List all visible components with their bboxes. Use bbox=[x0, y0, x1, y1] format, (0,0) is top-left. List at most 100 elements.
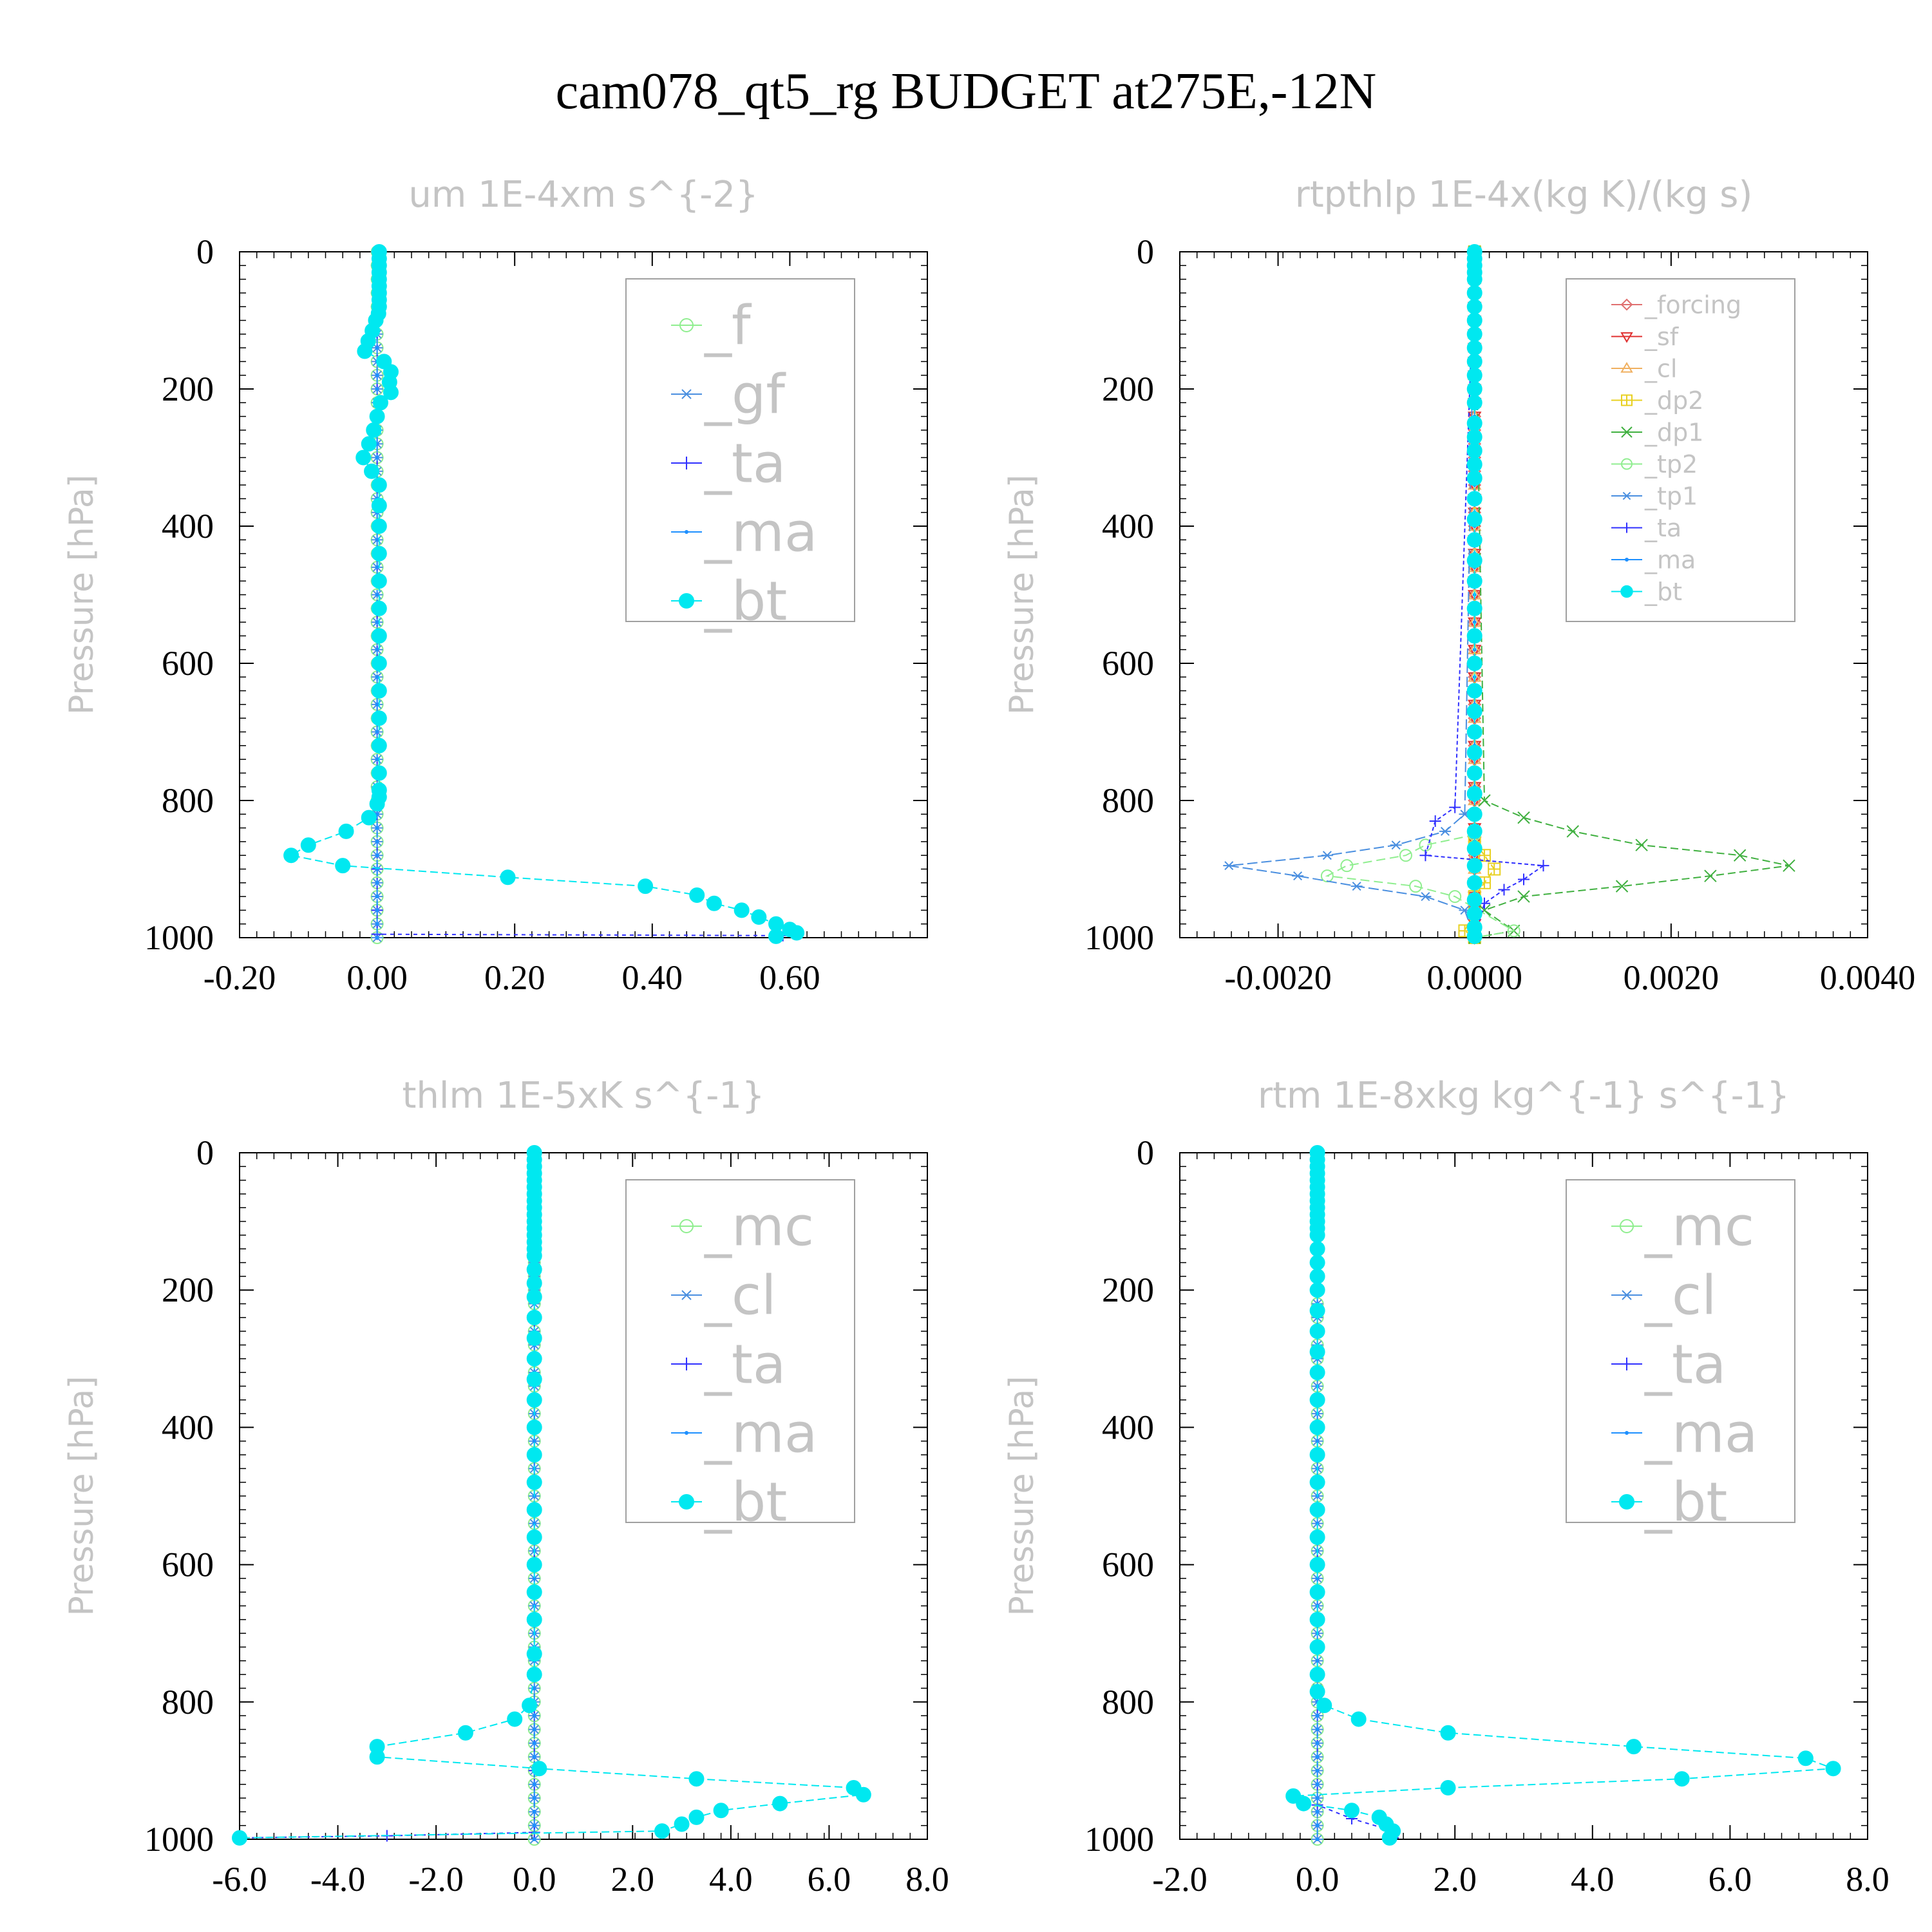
data-point bbox=[500, 869, 516, 886]
panel-title: rtpthlp 1E-4x(kg K)/(kg s) bbox=[1295, 174, 1753, 216]
data-point bbox=[1340, 859, 1354, 873]
data-point bbox=[526, 1262, 542, 1278]
x-tick-label: 4.0 bbox=[709, 1860, 753, 1899]
y-tick-label: 0 bbox=[196, 232, 214, 271]
data-point bbox=[1315, 1837, 1320, 1841]
data-point bbox=[526, 1350, 542, 1367]
legend-label: _forcing bbox=[1644, 290, 1741, 319]
series-bt bbox=[1285, 1145, 1841, 1846]
data-point bbox=[638, 878, 654, 895]
legend-label: _bt bbox=[704, 1470, 787, 1533]
panel-title: um 1E-4xm s^{-2} bbox=[408, 174, 758, 216]
data-point bbox=[1309, 1611, 1325, 1627]
legend-label: _bt bbox=[704, 569, 787, 632]
data-point bbox=[1466, 858, 1482, 874]
data-point bbox=[1309, 1344, 1325, 1360]
y-tick-label: 200 bbox=[1102, 370, 1154, 408]
data-point bbox=[375, 647, 379, 652]
data-point bbox=[375, 387, 379, 391]
data-point bbox=[1797, 1750, 1814, 1766]
data-point bbox=[526, 1557, 542, 1573]
legend-label: _cl bbox=[1644, 1264, 1717, 1327]
data-point bbox=[526, 1584, 542, 1600]
data-point bbox=[375, 620, 379, 625]
data-point bbox=[1466, 875, 1482, 891]
legend: _mc_cl_ta_ma_bt bbox=[625, 1179, 855, 1533]
data-point bbox=[1409, 880, 1423, 893]
data-point bbox=[371, 710, 387, 726]
legend-label: _mc bbox=[704, 1195, 814, 1258]
data-point bbox=[688, 1771, 705, 1787]
y-tick-label: 0 bbox=[196, 1133, 214, 1172]
data-point bbox=[713, 1803, 729, 1819]
series-line bbox=[1229, 251, 1475, 938]
data-point bbox=[371, 600, 387, 616]
data-point bbox=[532, 1837, 536, 1841]
data-point bbox=[1292, 871, 1304, 881]
data-point bbox=[1309, 1419, 1325, 1435]
data-point bbox=[1466, 326, 1482, 342]
data-point bbox=[532, 1741, 536, 1745]
data-point bbox=[1315, 1755, 1320, 1759]
legend-marker bbox=[679, 318, 694, 332]
figure-title: cam078_qt5_rg BUDGET at275E,-12N bbox=[556, 63, 1377, 120]
data-point bbox=[532, 1714, 536, 1718]
data-point bbox=[1223, 861, 1235, 871]
data-point bbox=[1466, 628, 1482, 644]
data-point bbox=[232, 1830, 247, 1846]
data-point bbox=[375, 373, 379, 377]
y-tick-label: 800 bbox=[1102, 781, 1154, 820]
data-point bbox=[1466, 656, 1482, 671]
data-point bbox=[383, 384, 399, 401]
data-point bbox=[369, 796, 385, 812]
data-point bbox=[526, 1646, 542, 1662]
panel-title: rtm 1E-8xkg kg^{-1} s^{-1} bbox=[1258, 1075, 1790, 1117]
data-point bbox=[1466, 765, 1482, 781]
data-point bbox=[1466, 806, 1482, 822]
data-point bbox=[1488, 862, 1501, 876]
data-point bbox=[1466, 381, 1482, 397]
legend-marker bbox=[680, 1290, 693, 1300]
y-tick-label: 0 bbox=[1137, 232, 1154, 271]
panels: um 1E-4xm s^{-2}Pressure [hPa]-0.20 0.00 0… bbox=[62, 174, 1915, 1899]
data-point bbox=[1466, 786, 1482, 802]
data-point bbox=[338, 823, 354, 839]
legend: _forcing _sf _cl _dp2 _dp1 _tp2 _tp1 _ta _ma _bt bbox=[1566, 278, 1795, 622]
data-point bbox=[375, 675, 379, 679]
data-point bbox=[457, 1725, 473, 1741]
data-point bbox=[375, 538, 379, 542]
y-tick-label: 800 bbox=[1102, 1683, 1154, 1721]
data-point bbox=[1498, 884, 1510, 896]
x-tick-label: 8.0 bbox=[1846, 1860, 1889, 1899]
x-tick-label: 0.20 bbox=[484, 958, 545, 997]
data-point bbox=[1466, 395, 1482, 411]
data-point bbox=[1390, 840, 1402, 850]
x-tick-label: 0.00 bbox=[346, 958, 408, 997]
data-point bbox=[1309, 1529, 1325, 1545]
legend-label: _ma bbox=[1644, 1401, 1757, 1464]
data-point bbox=[335, 858, 351, 874]
legend-marker bbox=[679, 593, 694, 609]
x-tick-label: 6.0 bbox=[808, 1860, 851, 1899]
data-point bbox=[1315, 1576, 1320, 1580]
data-point bbox=[375, 936, 379, 940]
data-point bbox=[1466, 892, 1482, 908]
x-tick-label: 0.0000 bbox=[1426, 958, 1522, 997]
data-point bbox=[688, 1809, 705, 1825]
data-point bbox=[1466, 724, 1482, 740]
x-tick-label: -0.20 bbox=[204, 958, 276, 997]
data-point bbox=[1466, 905, 1482, 922]
y-tick-label: 200 bbox=[162, 1271, 214, 1309]
legend-label: _f bbox=[704, 294, 752, 357]
legend-label: _ma bbox=[704, 1401, 817, 1464]
data-point bbox=[1704, 869, 1717, 882]
series-bt bbox=[283, 244, 805, 944]
legend-marker bbox=[680, 457, 693, 469]
data-point bbox=[526, 1392, 542, 1408]
legend-label: _bt bbox=[1644, 1470, 1727, 1533]
x-tick-label: 0.60 bbox=[759, 958, 820, 997]
x-tick-label: -6.0 bbox=[212, 1860, 267, 1899]
legend-marker bbox=[1620, 1358, 1633, 1370]
data-point bbox=[366, 422, 382, 438]
